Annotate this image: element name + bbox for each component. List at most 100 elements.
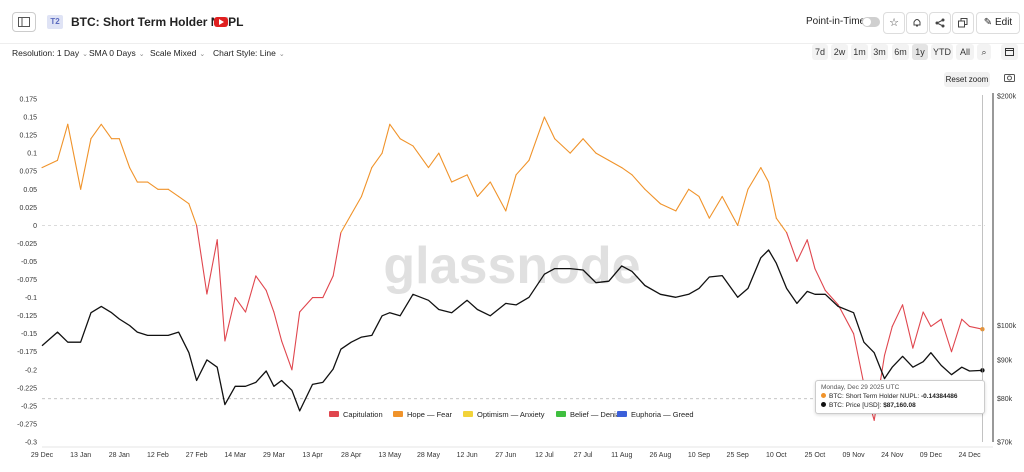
nupl-line-segment xyxy=(569,138,584,154)
nupl-line-segment xyxy=(950,318,963,353)
x-tick-label: 28 Apr xyxy=(341,452,362,459)
x-tick-label: 28 Jan xyxy=(109,452,130,459)
range-button-1m[interactable]: 1m xyxy=(851,44,868,60)
nupl-line-segment xyxy=(147,181,159,190)
bell-icon xyxy=(913,19,921,27)
nupl-line-segment xyxy=(595,152,610,161)
camera-icon[interactable] xyxy=(1004,73,1015,85)
reset-zoom-button[interactable]: Reset zoom xyxy=(944,72,990,87)
nupl-line-segment xyxy=(631,174,646,190)
y-left-tick-label: 0.1 xyxy=(27,151,37,158)
nupl-line-segment xyxy=(621,167,633,176)
edit-label: Edit xyxy=(994,17,1013,28)
y-left-tick-label: -0.075 xyxy=(17,277,37,284)
nupl-chart[interactable]: glassnode 0.175 0.15 0.125 0.1 0.075 0.05 0.02… xyxy=(0,88,1024,472)
range-button-6m[interactable]: 6m xyxy=(892,44,909,60)
nupl-line-segment xyxy=(543,116,556,140)
x-axis: 29 Dec 13 Jan 28 Jan 12 Feb 27 Feb 14 Mar 29 M… xyxy=(31,446,993,459)
nupl-line-segment xyxy=(489,181,507,212)
nupl-line-segment xyxy=(582,138,597,154)
zoom-select-button[interactable]: ⌕ xyxy=(977,44,991,60)
youtube-icon[interactable] xyxy=(214,17,228,27)
y-left-tick-label: -0.175 xyxy=(17,349,37,356)
y-right-tick-label: $80k xyxy=(997,396,1013,403)
y-left-tick-label: 0 xyxy=(33,223,37,230)
nupl-line-segment xyxy=(427,152,440,169)
range-button-1y[interactable]: 1y xyxy=(912,44,928,60)
legend-label: Euphoria — Greed xyxy=(631,410,694,419)
x-tick-label: 27 Jun xyxy=(495,452,516,459)
nupl-line-segment xyxy=(273,311,283,342)
nupl-line-segment xyxy=(188,203,198,226)
y-left-tick-label: 0.175 xyxy=(19,97,37,104)
nupl-line-segment xyxy=(796,239,808,263)
tooltip-price-value: $87,160.08 xyxy=(883,402,916,409)
legend-swatch xyxy=(556,411,566,417)
range-button-3m[interactable]: 3m xyxy=(871,44,888,60)
nupl-line-segment xyxy=(659,203,677,212)
tier-badge: T2 xyxy=(47,15,63,29)
nupl-line-segment xyxy=(814,268,826,291)
y-left-tick-label: 0.125 xyxy=(19,133,37,140)
nupl-line-segment xyxy=(371,152,383,169)
nupl-line-segment xyxy=(281,340,293,371)
sidebar-toggle-button[interactable] xyxy=(12,12,36,32)
nupl-line-segment xyxy=(806,239,816,270)
x-tick-label: 24 Dec xyxy=(958,452,981,459)
x-tick-label: 13 Apr xyxy=(302,452,323,459)
sma-dropdown[interactable]: SMA 0 Days ⌄ xyxy=(89,48,145,58)
sidebar-icon xyxy=(18,17,30,27)
y-right-tick-label: $70k xyxy=(997,440,1013,447)
sma-label: SMA 0 Days xyxy=(89,48,136,58)
nupl-line-segment xyxy=(940,318,953,353)
zoom-icon: ⌕ xyxy=(981,47,987,57)
calendar-button[interactable] xyxy=(1001,44,1018,60)
nupl-line-segment xyxy=(608,159,623,169)
x-tick-label: 09 Dec xyxy=(920,452,943,459)
point-in-time-label: Point-in-Time xyxy=(806,16,866,27)
alert-button[interactable] xyxy=(906,12,928,34)
tooltip-price-label: BTC: Price [USD]: xyxy=(829,402,882,409)
edit-button[interactable]: ✎ Edit xyxy=(976,12,1020,34)
nupl-line-segment xyxy=(853,333,865,385)
scale-dropdown[interactable]: Scale Mixed ⌄ xyxy=(150,48,205,58)
x-tick-label: 24 Nov xyxy=(881,452,904,459)
nupl-line-segment xyxy=(234,297,247,313)
star-icon: ☆ xyxy=(889,17,899,29)
nupl-line-segment xyxy=(786,232,798,263)
x-tick-label: 14 Mar xyxy=(224,452,246,459)
share-button[interactable] xyxy=(929,12,951,34)
nupl-line-segment xyxy=(255,275,267,291)
nupl-line-segment xyxy=(515,159,530,176)
y-left-tick-label: -0.225 xyxy=(17,385,37,392)
calendar-icon xyxy=(1005,48,1014,56)
x-tick-label: 13 Jan xyxy=(70,452,91,459)
nupl-line-segment xyxy=(883,325,893,356)
nupl-line-segment xyxy=(350,195,363,216)
chart-style-dropdown[interactable]: Chart Style: Line ⌄ xyxy=(213,48,285,58)
nupl-line-segment xyxy=(80,138,92,190)
y-left-tick-label: -0.025 xyxy=(17,241,37,248)
point-in-time-toggle[interactable] xyxy=(862,17,880,27)
favorite-button[interactable]: ☆ xyxy=(883,12,905,34)
x-tick-label: 29 Mar xyxy=(263,452,285,459)
range-button-2w[interactable]: 2w xyxy=(831,44,848,60)
nupl-line-segment xyxy=(505,174,517,212)
y-left-tick-label: -0.05 xyxy=(21,259,37,266)
legend-swatch xyxy=(393,411,403,417)
nupl-line-segment xyxy=(206,239,218,295)
range-button-ytd[interactable]: YTD xyxy=(931,44,953,60)
nupl-line-segment xyxy=(775,217,788,234)
page-title: BTC: Short Term Holder NUPL xyxy=(71,15,244,29)
copy-button[interactable] xyxy=(952,12,974,34)
chevron-down-icon: ⌄ xyxy=(138,51,145,58)
x-tick-label: 26 Aug xyxy=(649,452,671,459)
tooltip-nupl-row: BTC: Short Term Holder NUPL: -0.14384486 xyxy=(821,393,979,400)
y-left-tick-label: -0.1 xyxy=(25,295,37,302)
range-button-7d[interactable]: 7d xyxy=(812,44,828,60)
x-tick-label: 28 May xyxy=(417,452,440,459)
x-tick-label: 25 Oct xyxy=(805,452,826,459)
nupl-line-segment xyxy=(56,123,69,161)
resolution-dropdown[interactable]: Resolution: 1 Day ⌄ xyxy=(12,48,88,58)
range-button-all[interactable]: All xyxy=(956,44,974,60)
